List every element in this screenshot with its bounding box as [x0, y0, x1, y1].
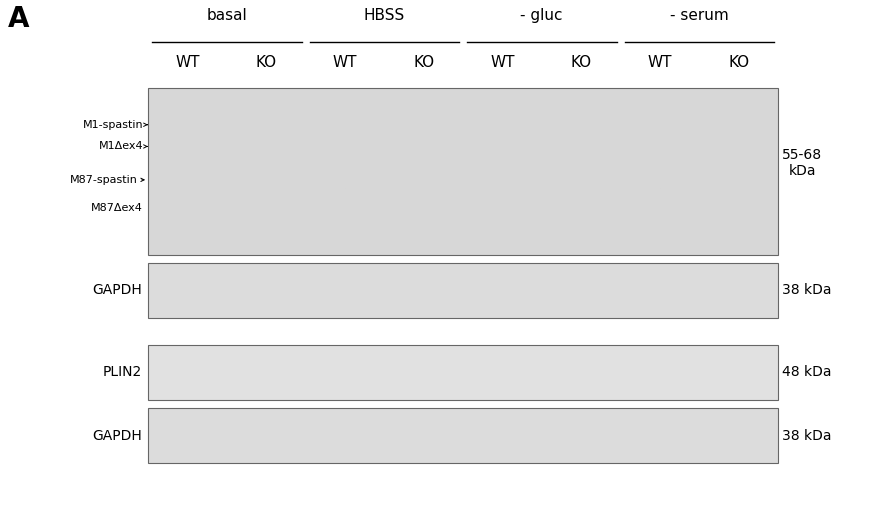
- Text: KO: KO: [256, 55, 276, 70]
- Text: - gluc: - gluc: [520, 8, 563, 23]
- Text: KO: KO: [728, 55, 749, 70]
- Text: KO: KO: [413, 55, 434, 70]
- Bar: [148, 263, 778, 318]
- Text: A: A: [8, 5, 30, 33]
- Text: M87-spastin: M87-spastin: [70, 175, 138, 185]
- Text: 48 kDa: 48 kDa: [782, 365, 831, 379]
- Text: HBSS: HBSS: [364, 8, 405, 23]
- Text: GAPDH: GAPDH: [92, 283, 142, 298]
- Bar: [148, 88, 778, 255]
- Text: 38 kDa: 38 kDa: [782, 283, 831, 298]
- Text: 38 kDa: 38 kDa: [782, 428, 831, 443]
- Text: - serum: - serum: [670, 8, 729, 23]
- Text: PLIN2: PLIN2: [103, 365, 142, 379]
- Text: WT: WT: [490, 55, 515, 70]
- Text: M87Δex4: M87Δex4: [91, 203, 143, 213]
- Text: KO: KO: [570, 55, 592, 70]
- Text: M1-spastin: M1-spastin: [82, 120, 143, 130]
- Text: WT: WT: [175, 55, 199, 70]
- Text: WT: WT: [647, 55, 672, 70]
- Bar: [148, 408, 778, 463]
- Text: M1Δex4: M1Δex4: [98, 141, 143, 152]
- Bar: [148, 345, 778, 400]
- Text: 55-68
kDa: 55-68 kDa: [782, 148, 822, 178]
- Text: GAPDH: GAPDH: [92, 428, 142, 443]
- Text: WT: WT: [333, 55, 357, 70]
- Text: basal: basal: [207, 8, 247, 23]
